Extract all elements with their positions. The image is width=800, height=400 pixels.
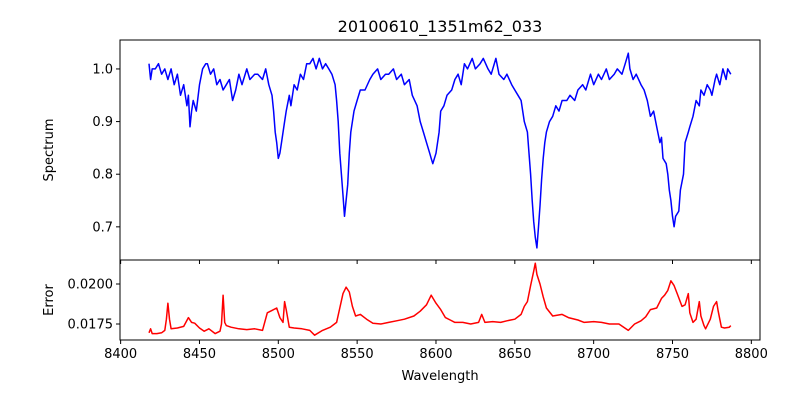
error-series-line: [148, 262, 732, 336]
x-tick-label: 8650: [498, 347, 531, 362]
x-tick-label: 8800: [735, 347, 768, 362]
spectrum-axes: 0.7 0.8 0.9 1.0: [92, 39, 761, 264]
y-tick-label: 0.7: [92, 220, 113, 235]
axes-frame: [119, 39, 761, 261]
x-tick-label: 8700: [577, 347, 610, 362]
y-tick-label: 0.9: [92, 115, 113, 130]
x-tick-label: 8500: [262, 347, 295, 362]
x-tick-label: 8400: [104, 347, 137, 362]
y-tick-label: 0.0175: [68, 318, 114, 333]
spectrum-series-line: [148, 52, 732, 249]
x-axis-label: Wavelength: [401, 369, 478, 384]
y-tick-label: 1.0: [92, 62, 113, 77]
y-tick-label: 0.0200: [68, 278, 114, 293]
x-tick-label: 8450: [183, 347, 216, 362]
y-axis-label-spectrum: Spectrum: [42, 119, 57, 182]
chart-title: 20100610_1351m62_033: [338, 17, 543, 37]
error-axes: 0.0175 0.0200 8400 8450 8500 8550 8600 8650 8700…: [68, 259, 768, 362]
y-tick-label: 0.8: [92, 168, 113, 183]
axes-frame: [119, 259, 761, 341]
x-tick-label: 8750: [656, 347, 689, 362]
x-tick-label: 8550: [341, 347, 374, 362]
y-axis-label-error: Error: [42, 284, 57, 316]
x-tick-label: 8600: [419, 347, 452, 362]
